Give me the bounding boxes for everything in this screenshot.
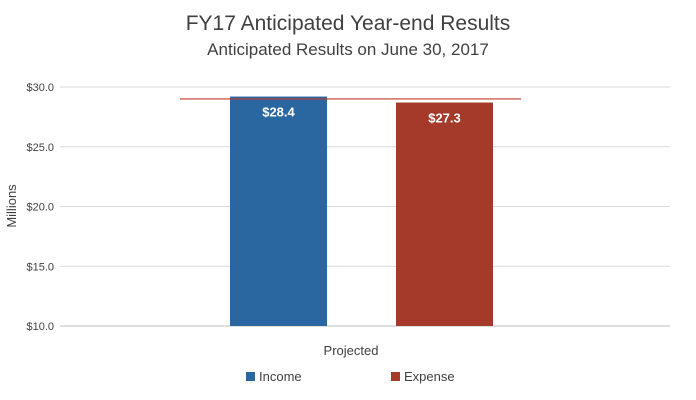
legend-label-income: Income	[259, 369, 302, 384]
data-labels: $28.4 $27.3	[262, 105, 461, 126]
bars	[230, 96, 493, 326]
data-label-income: $28.4	[262, 105, 295, 120]
y-tick-label: $15.0	[26, 261, 54, 273]
gridlines	[60, 86, 670, 327]
y-tick-label: $30.0	[26, 82, 54, 94]
y-tick-labels: $30.0 $25.0 $20.0 $15.0 $10.0	[26, 82, 54, 333]
x-category-label: Projected	[324, 343, 379, 358]
bar-expense	[396, 102, 493, 326]
bar-income	[230, 96, 327, 326]
legend-swatch-expense	[391, 372, 400, 381]
legend-swatch-income	[246, 372, 255, 381]
chart-title: FY17 Anticipated Year-end Results	[185, 12, 511, 35]
y-tick-label: $10.0	[26, 321, 54, 333]
chart-subtitle: Anticipated Results on June 30, 2017	[207, 40, 489, 59]
y-tick-label: $20.0	[26, 202, 54, 214]
legend-label-expense: Expense	[404, 369, 455, 384]
y-axis-title: Millions	[4, 184, 19, 228]
y-tick-label: $25.0	[26, 142, 54, 154]
legend: Income Expense	[246, 369, 455, 384]
data-label-expense: $27.3	[428, 111, 461, 126]
